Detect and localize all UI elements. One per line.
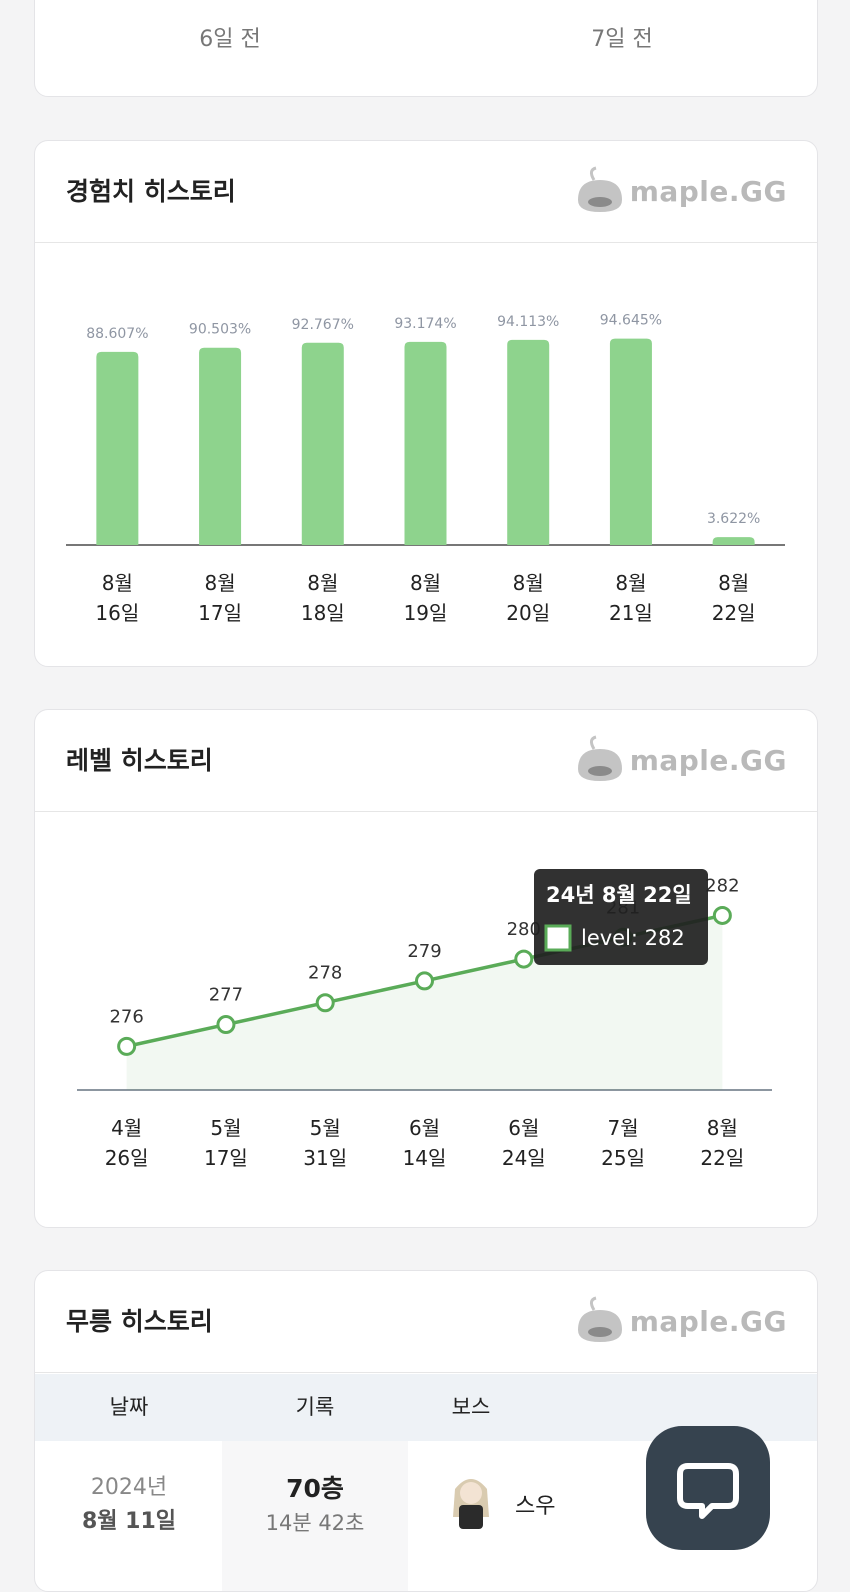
logo-text: maple.GG	[629, 744, 787, 777]
x-tick-label: 8월 20일	[506, 571, 551, 625]
summary-card: 6일 전 7일 전	[34, 0, 818, 97]
boss-name: 스우	[515, 1494, 556, 1519]
bar-value-label: 88.607%	[86, 326, 148, 342]
card-title: 무릉 히스토리	[66, 1307, 213, 1336]
point	[216, 1015, 236, 1035]
day-label: 6일 전	[199, 27, 261, 52]
x-tick-label: 8월 18일	[300, 571, 345, 625]
point	[415, 971, 434, 991]
logo-text: maple.GG	[629, 175, 787, 208]
x-tick-label: 5월 17일	[203, 1116, 248, 1170]
point	[712, 905, 732, 925]
x-tick-label: 8월 22일	[711, 571, 756, 625]
logo: maple.GG	[574, 710, 787, 811]
chart-layer: 88.607% 90.503% 92.767% 93.174% 94.113% 94.64…	[66, 313, 785, 1091]
point	[514, 949, 534, 969]
card-title: 레벨 히스토리	[66, 746, 213, 775]
point-value-label: 277	[209, 985, 243, 1006]
level-card: 레벨 히스토리 maple.GG	[34, 709, 818, 1228]
logo-icon	[577, 735, 622, 781]
bar	[96, 351, 139, 545]
tooltip: 24년 8월 22일 level: 282	[534, 869, 708, 965]
chat-button[interactable]	[646, 1426, 770, 1550]
logo-text: maple.GG	[629, 1305, 787, 1338]
x-tick-label: 8월 16일	[95, 571, 140, 625]
card-title: 경험치 히스토리	[66, 177, 236, 206]
bar-value-label: 92.767%	[292, 317, 354, 333]
tooltip-title: 24년 8월 22일	[546, 883, 692, 907]
logo: maple.GG	[574, 1271, 787, 1372]
point-value-label: 282	[705, 875, 739, 896]
x-tick-label: 8월 21일	[608, 571, 653, 625]
point-value-label: 276	[109, 1006, 143, 1027]
th: 기록	[295, 1395, 335, 1419]
bar	[712, 537, 755, 545]
x-tick-label: 8월 19일	[403, 571, 448, 625]
th: 보스	[451, 1395, 491, 1419]
bar	[404, 341, 447, 545]
th: 날짜	[109, 1395, 149, 1419]
x-tick-label: 8월 17일	[198, 571, 242, 625]
tooltip-label: level: 282	[581, 926, 685, 950]
boss-avatar	[453, 1479, 489, 1529]
bar-value-label: 3.622%	[707, 511, 760, 527]
point-value-label: 279	[407, 941, 441, 962]
x-tick-label: 6월 24일	[501, 1116, 546, 1170]
page: 6일 전 7일 전 경험치 히스토리 maple.GG 레벨 히스토리 mapl…	[34, 0, 818, 1592]
point-value-label: 278	[308, 963, 342, 984]
bar-value-label: 93.174%	[394, 316, 456, 332]
date-day: 8월 11일	[81, 1509, 177, 1534]
logo-icon	[577, 1296, 622, 1342]
card-header: 레벨 히스토리 maple.GG	[35, 710, 817, 812]
point	[117, 1036, 137, 1056]
point-value-label: 280	[507, 919, 541, 940]
x-tick-label: 5월 31일	[303, 1116, 348, 1170]
x-tick-label: 8월 22일	[700, 1116, 745, 1170]
point	[315, 993, 335, 1013]
bar-value-label: 90.503%	[189, 322, 251, 338]
tooltip-swatch	[544, 924, 572, 952]
bar-value-label: 94.645%	[600, 313, 662, 329]
record-floor: 70층	[286, 1474, 344, 1503]
card-header: 경험치 히스토리 maple.GG	[35, 141, 817, 243]
x-tick-label: 7월 25일	[601, 1116, 645, 1170]
bar	[507, 339, 550, 545]
chat-icon	[677, 1463, 739, 1519]
card-header: 무릉 히스토리 maple.GG	[35, 1271, 817, 1373]
x-tick-label: 6월 14일	[402, 1116, 447, 1170]
day-label: 7일 전	[591, 27, 653, 52]
bar	[301, 342, 344, 545]
x-tick-label: 4월 26일	[104, 1116, 149, 1170]
record-time: 14분 42초	[265, 1511, 365, 1535]
logo: maple.GG	[574, 141, 787, 242]
logo-icon	[577, 166, 622, 212]
bar-value-label: 94.113%	[497, 314, 559, 330]
bar	[609, 338, 652, 545]
bar	[199, 347, 242, 545]
tooltip-bg	[534, 869, 708, 965]
date-year: 2024년	[90, 1475, 168, 1500]
